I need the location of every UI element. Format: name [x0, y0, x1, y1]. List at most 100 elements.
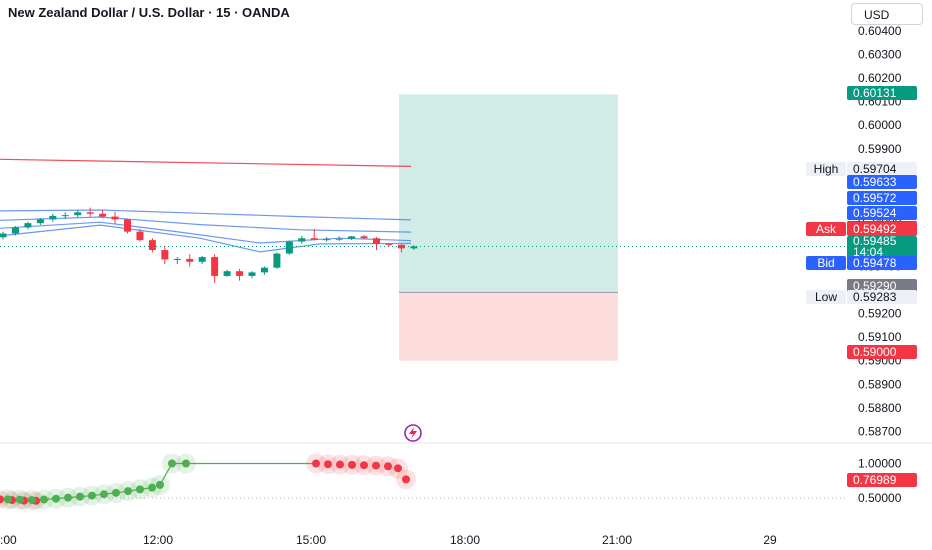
ma-line-blue_2 [0, 216, 412, 233]
candle-body [360, 236, 368, 239]
candle-body [11, 227, 19, 234]
high-label: High [814, 162, 839, 176]
stop-price-label: 0.59000 [853, 345, 897, 359]
bid-value-label: 0.59478 [853, 256, 897, 270]
candle-body [111, 216, 119, 220]
price-tick-label: 0.58800 [858, 401, 902, 415]
candle-body [161, 250, 169, 260]
indicator-point [348, 460, 356, 469]
price-tick-label: 0.60200 [858, 71, 902, 85]
low-value-label-bg [847, 290, 917, 304]
time-tick-label: 12:00 [143, 533, 173, 547]
price-tick-label: 0.60300 [858, 48, 902, 62]
candle-body [348, 236, 356, 239]
indicator-point [336, 460, 344, 469]
candle-body [124, 219, 131, 232]
high-value-label: 0.59704 [853, 162, 897, 176]
candle-body [285, 241, 293, 254]
ask-value-label-bg [847, 222, 917, 236]
candle-body [61, 215, 69, 217]
candle-body [323, 239, 331, 241]
indicator-point [156, 480, 164, 489]
entry-price-label-bg [847, 279, 917, 293]
moving-average-lines [0, 158, 846, 253]
ma-price-label-bg [847, 206, 917, 220]
indicator-point [124, 487, 132, 496]
indicator-point [312, 459, 320, 468]
candle-body [397, 244, 405, 249]
symbol-title[interactable]: New Zealand Dollar / U.S. Dollar · 15 · … [8, 5, 290, 20]
target-price-label-bg [847, 86, 917, 100]
indicator-tick-label: 0.50000 [858, 491, 902, 505]
time-axis[interactable]: 12:00 15:00 18:00 21:00 29:00 [0, 533, 777, 547]
candle-body [211, 257, 219, 276]
candle-body [136, 231, 144, 241]
low-label: Low [815, 290, 837, 304]
candle-body [74, 212, 82, 216]
candle-body [36, 219, 44, 224]
candle-body [173, 258, 181, 260]
indicator-point [324, 460, 332, 469]
candle-body [86, 212, 94, 214]
indicator-point [64, 493, 72, 502]
price-tick-label: 0.58900 [858, 377, 902, 391]
low-label-bg [806, 290, 846, 304]
position-tool[interactable] [399, 94, 618, 361]
ma-line-blue_4 [0, 224, 412, 253]
price-tick-label: 0.59900 [858, 142, 902, 156]
candle-body [410, 246, 418, 249]
candle-body [49, 215, 57, 220]
candle-body [99, 213, 107, 217]
bid-label: Bid [817, 256, 834, 270]
time-tick-label: :00 [0, 533, 17, 547]
price-tick-label: 0.60400 [858, 24, 902, 38]
entry-price-label: 0.59290 [853, 279, 897, 293]
indicator-point [0, 495, 4, 504]
currency-button[interactable]: USD [851, 3, 923, 25]
high-label-bg [806, 162, 846, 176]
indicator-point [112, 488, 120, 497]
candle-body [298, 238, 306, 242]
ask-label-bg [806, 222, 846, 236]
indicator-point [52, 494, 60, 503]
countdown-label: 14:04 [853, 245, 883, 259]
low-value-label: 0.59283 [853, 290, 897, 304]
indicator-value-label-bg [847, 473, 917, 487]
candle-body [236, 271, 244, 276]
time-tick-label: 29 [763, 533, 777, 547]
candle-body [223, 271, 231, 276]
price-tick-label: 0.59100 [858, 330, 902, 344]
profit-zone [399, 94, 618, 293]
target-price-label: 0.60131 [853, 86, 897, 100]
price-tick-label: 0.58700 [858, 424, 902, 438]
candle-body [373, 238, 380, 244]
indicator-point [100, 490, 108, 499]
indicator-point [88, 491, 96, 500]
candle-body [385, 243, 393, 245]
high-value-label-bg [847, 162, 917, 176]
indicator-point [40, 495, 48, 504]
candle-body [335, 238, 343, 240]
ma-price-label-bg [847, 191, 917, 205]
indicator-point [372, 461, 380, 470]
ask-label: Ask [816, 222, 837, 236]
ma-line-blue_1 [0, 209, 412, 221]
ma-price-label: 0.59524 [853, 206, 897, 220]
indicator-point [16, 495, 24, 504]
last-price-bg [847, 236, 917, 258]
candle-body [198, 257, 206, 262]
candle-body [248, 272, 256, 276]
candle-body [0, 233, 7, 238]
candle-body [260, 267, 268, 273]
time-tick-label: 18:00 [450, 533, 480, 547]
indicator-point [136, 485, 144, 494]
lightning-icon[interactable] [404, 424, 422, 442]
indicator-point [182, 459, 190, 468]
indicator-point [168, 459, 176, 468]
bid-value-label-bg [847, 256, 917, 270]
indicator-tick-label: 1.00000 [858, 457, 902, 471]
indicator-point [402, 475, 410, 484]
ma-line-red [0, 158, 412, 167]
